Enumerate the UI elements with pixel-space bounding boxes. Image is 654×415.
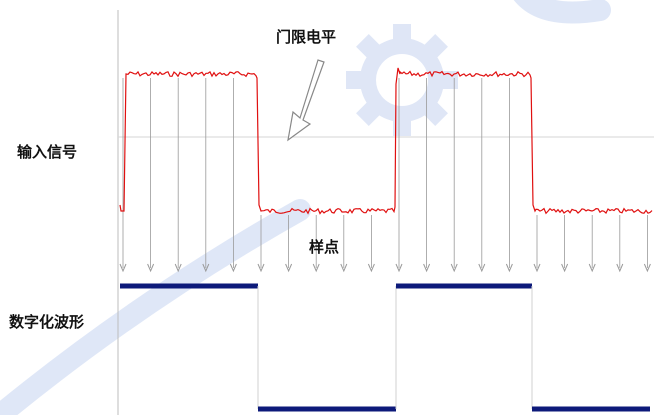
watermark-swoosh-2 xyxy=(513,0,611,24)
sample-arrow-head xyxy=(533,263,541,273)
sample-arrow-head xyxy=(340,263,348,273)
sample-arrow-head xyxy=(395,263,403,273)
sample-arrow-head xyxy=(229,263,237,273)
digitized-waveform xyxy=(120,283,650,412)
sample-arrow-head xyxy=(285,263,293,273)
sample-arrow-head xyxy=(119,263,127,273)
sample-arrow-head xyxy=(450,263,458,273)
sample-points-label: 样点 xyxy=(309,238,340,256)
sample-arrow-head xyxy=(561,263,569,273)
watermark xyxy=(0,0,611,415)
sample-arrow-head xyxy=(367,263,375,273)
watermark-swoosh xyxy=(0,199,311,415)
digitized-waveform-label: 数字化波形 xyxy=(9,313,85,331)
input-signal-label: 输入信号 xyxy=(17,143,78,161)
sample-arrow-head xyxy=(423,263,431,273)
sample-arrow-head xyxy=(643,263,651,273)
analog-input-signal xyxy=(119,67,653,215)
sample-arrow-head xyxy=(616,263,624,273)
threshold-level-label: 门限电平 xyxy=(276,28,337,46)
threshold-callout-arrow xyxy=(287,59,325,142)
sample-arrow-head xyxy=(312,263,320,273)
sample-arrow-head xyxy=(174,263,182,273)
gear-watermark-icon xyxy=(346,24,458,136)
sample-arrow-head xyxy=(257,263,265,273)
sample-arrow-head xyxy=(147,263,155,273)
sample-arrow-head xyxy=(505,263,513,273)
sample-arrows xyxy=(119,78,651,273)
sample-arrow-head xyxy=(478,263,486,273)
sample-arrow-head xyxy=(588,263,596,273)
sample-arrow-head xyxy=(202,263,210,273)
